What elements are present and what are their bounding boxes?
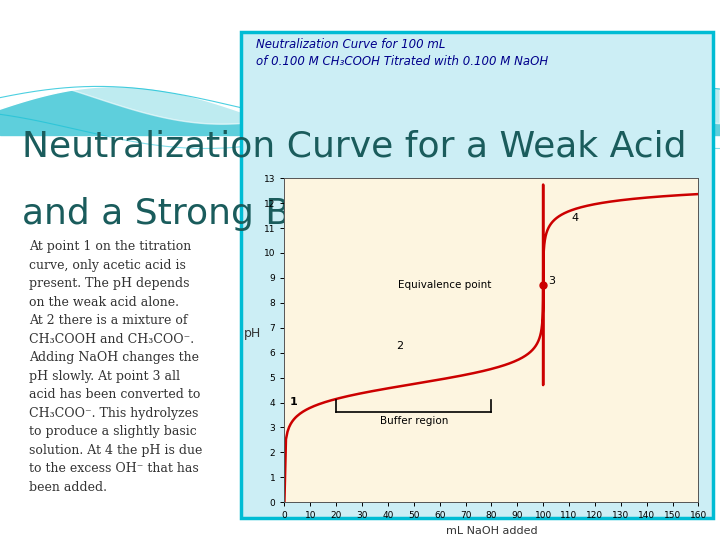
- Text: 1: 1: [289, 397, 297, 407]
- Text: Equivalence point: Equivalence point: [398, 280, 492, 290]
- Text: Buffer region: Buffer region: [379, 416, 448, 426]
- Bar: [0, 0, 720, 135]
- Text: Neutralization Curve for a Weak Acid: Neutralization Curve for a Weak Acid: [22, 130, 686, 164]
- Text: Neutralization Curve for 100 mL
of 0.100 M CH₃COOH Titrated with 0.100 M NaOH: Neutralization Curve for 100 mL of 0.100…: [256, 38, 548, 68]
- Text: 3: 3: [549, 275, 555, 286]
- Text: 4: 4: [572, 213, 579, 222]
- Text: At point 1 on the titration
curve, only acetic acid is
present. The pH depends
o: At point 1 on the titration curve, only …: [29, 240, 202, 494]
- Text: and a Strong Base: and a Strong Base: [22, 197, 353, 231]
- Bar: [241, 32, 713, 518]
- X-axis label: mL NaOH added: mL NaOH added: [446, 526, 537, 536]
- Y-axis label: pH: pH: [244, 327, 261, 340]
- Text: 2: 2: [396, 341, 402, 351]
